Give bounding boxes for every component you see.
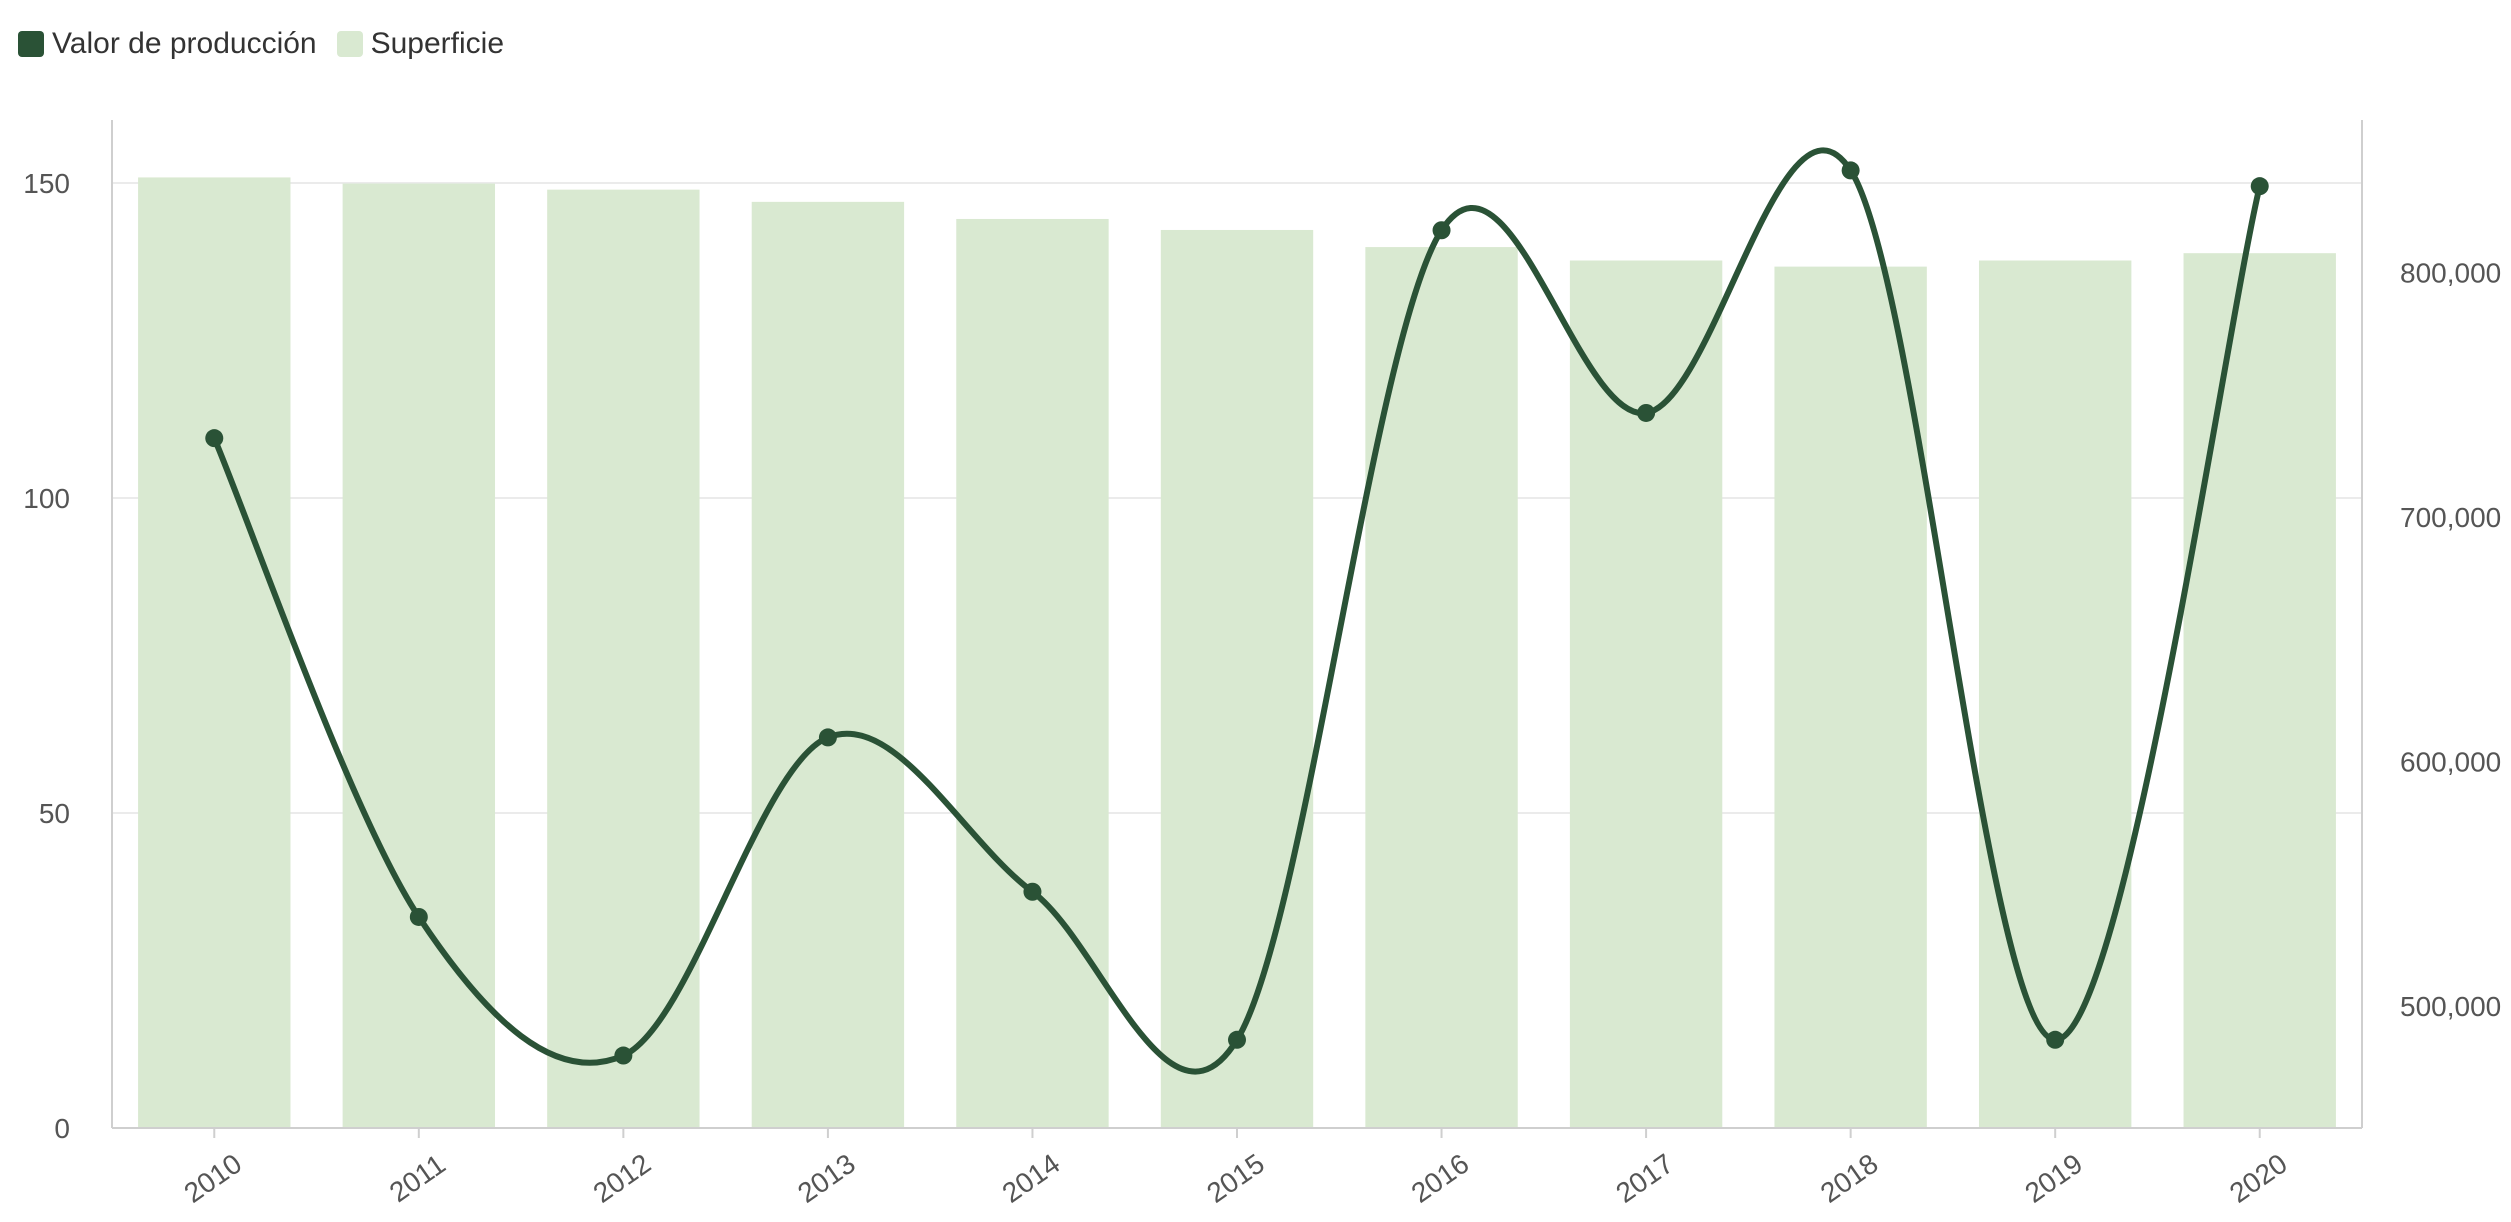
y-left-tick-label: 0 bbox=[54, 1113, 70, 1144]
y-left-tick-label: 100 bbox=[23, 483, 70, 514]
legend-item-superficie[interactable]: Superficie bbox=[336, 27, 505, 61]
bar-2012 bbox=[547, 189, 700, 1129]
point-2019 bbox=[2046, 1030, 2065, 1049]
legend-label: Superficie bbox=[370, 27, 505, 60]
bar-2017 bbox=[1569, 260, 1723, 1128]
bar-2014 bbox=[956, 218, 1109, 1128]
bar-2016 bbox=[1365, 247, 1518, 1128]
x-tick-label: 2015 bbox=[1201, 1148, 1270, 1209]
bar-2018 bbox=[1774, 266, 1927, 1129]
line-series bbox=[205, 147, 2269, 1075]
y-left-tick-label: 150 bbox=[23, 168, 70, 199]
point-2013 bbox=[818, 728, 837, 747]
y-right-tick-label: 500,000 bbox=[2400, 991, 2501, 1022]
y-right-tick-label: 700,000 bbox=[2400, 502, 2501, 533]
x-tick-label: 2012 bbox=[588, 1148, 657, 1209]
x-tick-label: 2010 bbox=[178, 1148, 247, 1209]
point-2012 bbox=[614, 1046, 633, 1065]
point-2010 bbox=[205, 429, 224, 448]
legend-item-valor[interactable]: Valor de producción bbox=[18, 27, 317, 61]
y-right-tick-label: 600,000 bbox=[2400, 746, 2501, 777]
x-tick-label: 2011 bbox=[384, 1148, 451, 1208]
bar-2010 bbox=[138, 177, 291, 1128]
y-right-tick-label: 800,000 bbox=[2400, 258, 2501, 289]
bar-2015 bbox=[1160, 229, 1314, 1129]
x-tick-label: 2014 bbox=[997, 1148, 1066, 1209]
axes bbox=[111, 120, 2363, 1138]
chart-legend: Valor de producción Superficie bbox=[18, 22, 524, 66]
x-tick-label: 2018 bbox=[1815, 1148, 1884, 1209]
point-2020 bbox=[2250, 177, 2269, 196]
point-2014 bbox=[1023, 882, 1042, 901]
point-2015 bbox=[1228, 1030, 1246, 1049]
point-2018 bbox=[1841, 161, 1860, 180]
header-band bbox=[0, 0, 2511, 22]
legend-swatch bbox=[336, 31, 363, 57]
bar-2019 bbox=[1978, 260, 2132, 1128]
point-2017 bbox=[1637, 403, 1656, 422]
point-2016 bbox=[1432, 221, 1451, 240]
x-tick-label: 2019 bbox=[2019, 1148, 2088, 1209]
legend-swatch bbox=[18, 31, 44, 57]
x-tick-label: 2016 bbox=[1406, 1148, 1475, 1209]
point-2011 bbox=[409, 907, 428, 926]
bar-2013 bbox=[751, 201, 905, 1128]
y-left-tick-label: 50 bbox=[39, 798, 70, 829]
x-tick-label: 2020 bbox=[2224, 1148, 2293, 1209]
x-tick-label: 2013 bbox=[792, 1148, 861, 1209]
bar-2011 bbox=[342, 183, 496, 1128]
x-tick-label: 2017 bbox=[1610, 1148, 1679, 1209]
legend-label: Valor de producción bbox=[52, 27, 317, 60]
bar-2020 bbox=[2183, 253, 2336, 1129]
